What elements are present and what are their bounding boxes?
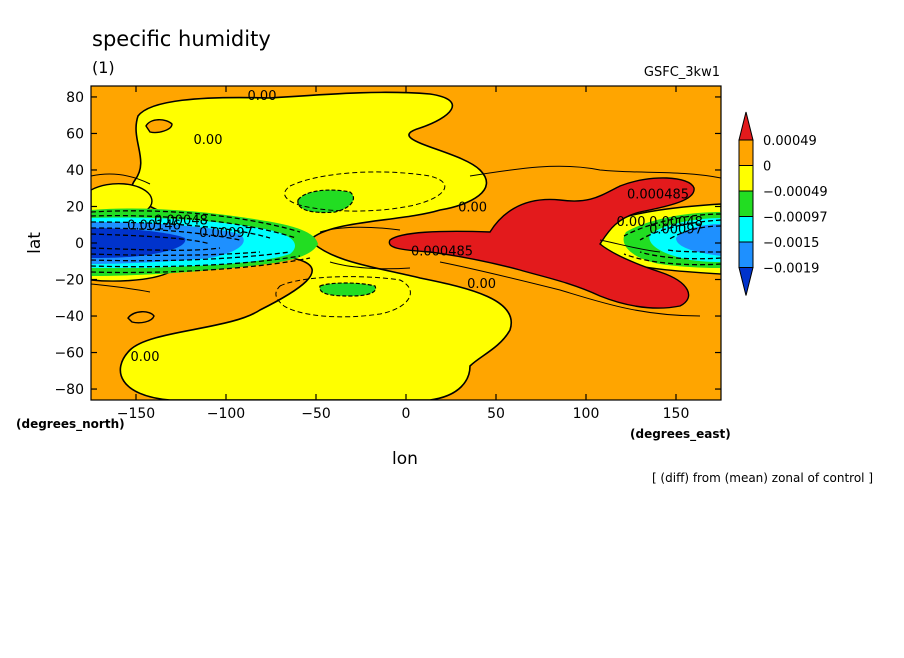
x-tick-label: 150 xyxy=(663,406,690,422)
contour-label: 0.00048 xyxy=(649,215,703,230)
chart-title: specific humidity xyxy=(92,27,271,51)
contour-label: 0.00097 xyxy=(649,222,703,237)
colorbar-level-label: −0.0019 xyxy=(763,262,819,277)
y-tick-label: 40 xyxy=(66,163,84,179)
colorbar-segment xyxy=(738,241,754,268)
colorbar-segment xyxy=(738,139,754,166)
colorbar-level-label: −0.0015 xyxy=(763,236,819,251)
contour-label: 0.000485 xyxy=(627,188,689,203)
footnote: [ (diff) from (mean) zonal of control ] xyxy=(652,471,873,485)
contour-label: 0.00 xyxy=(248,89,277,104)
y-axis-label: lat xyxy=(25,232,45,254)
plot-field xyxy=(91,86,721,400)
colorbar-level-label: −0.00049 xyxy=(763,185,828,200)
colorbar-level-label: 0.00049 xyxy=(763,134,817,149)
contour-label: 0.00048 xyxy=(154,213,208,228)
colorbar-segment xyxy=(738,190,754,217)
contour-label: 0.00 xyxy=(131,350,160,365)
colorbar-segment xyxy=(738,165,754,192)
y-tick-label: −40 xyxy=(54,309,84,325)
y-tick-label: 60 xyxy=(66,126,84,142)
contour-label: 0.00 xyxy=(617,215,646,230)
x-tick-label: 0 xyxy=(402,406,411,422)
x-axis-units: (degrees_east) xyxy=(630,427,731,442)
red-region xyxy=(388,177,695,309)
colorbar-top-arrow xyxy=(738,111,754,141)
source-label: GSFC_3kw1 xyxy=(644,65,720,80)
y-tick-label: 80 xyxy=(66,90,84,106)
east-band-dashed-contours xyxy=(623,213,721,266)
y-tick-label: −60 xyxy=(54,346,84,362)
chart-subtitle: (1) xyxy=(92,58,115,77)
west-band-darkblue xyxy=(91,228,186,258)
x-tick-label: −100 xyxy=(207,406,245,422)
east-band-blue xyxy=(676,224,721,256)
y-tick-label: 20 xyxy=(66,199,84,215)
green-patch-north xyxy=(297,189,355,214)
y-tick-label: −20 xyxy=(54,273,84,289)
x-axis-label: lon xyxy=(392,449,418,469)
orange-blob-south xyxy=(127,311,155,324)
y-axis: −80 −60 −40 −20 0 20 40 60 80 xyxy=(54,90,721,398)
x-tick-label: 50 xyxy=(487,406,505,422)
colorbar-level-label: 0 xyxy=(763,160,771,175)
contour-label: 0.00097 xyxy=(199,226,253,241)
contour-label: 0.00 xyxy=(194,133,223,148)
contour-label: 0.00146 xyxy=(127,219,181,234)
x-tick-label: −150 xyxy=(117,406,155,422)
colorbar-bottom-arrow xyxy=(738,267,754,296)
west-band-dashed-contours xyxy=(91,210,311,274)
colorbar-segment xyxy=(738,216,754,243)
x-tick-label: −50 xyxy=(301,406,331,422)
colorbar: 0.00049 0 −0.00049 −0.00097 −0.0015 −0.0019 xyxy=(738,111,828,296)
contour-label: 0.00 xyxy=(458,200,487,215)
y-axis-units: (degrees_north) xyxy=(16,417,125,432)
x-axis: −150 −100 −50 0 50 100 150 xyxy=(117,86,690,422)
negative-contours-yellow xyxy=(275,171,446,318)
x-tick-label: 100 xyxy=(573,406,600,422)
y-tick-label: 0 xyxy=(75,236,84,252)
y-tick-label: −80 xyxy=(54,382,84,398)
colorbar-level-label: −0.00097 xyxy=(763,211,828,226)
contour-label: 0.000485 xyxy=(411,244,473,259)
contour-label: 0.00 xyxy=(467,277,496,292)
contour-labels: 0.00 0.00 0.00 0.00 0.00 0.000485 0.000485 0.00… xyxy=(127,89,703,365)
orange-blob-north xyxy=(145,119,173,134)
green-patch-south xyxy=(319,282,377,297)
positive-contours xyxy=(91,165,721,317)
